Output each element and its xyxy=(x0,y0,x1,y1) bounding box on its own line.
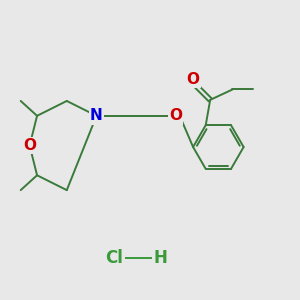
Text: O: O xyxy=(23,138,36,153)
Text: H: H xyxy=(154,250,167,268)
Text: Cl: Cl xyxy=(105,250,123,268)
Text: O: O xyxy=(187,72,200,87)
Text: O: O xyxy=(169,108,182,123)
Text: N: N xyxy=(90,108,103,123)
